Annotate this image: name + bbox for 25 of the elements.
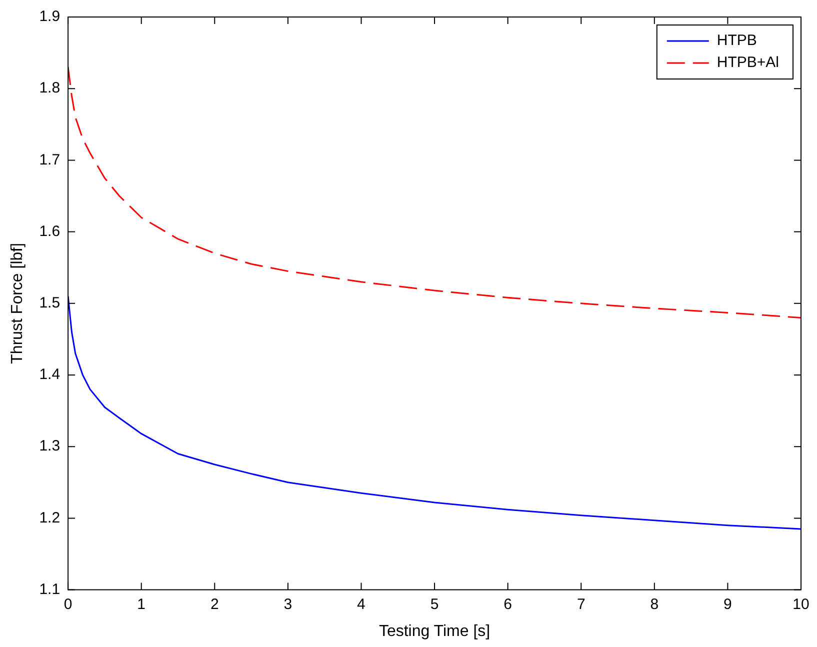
y-tick-label: 1.3 [39,438,60,455]
x-axis-title: Testing Time [s] [378,622,490,640]
legend-label: HTPB [716,32,757,50]
x-tick-label: 3 [284,596,292,613]
x-tick-label: 7 [576,596,586,613]
x-tick-label: 6 [504,596,512,613]
line-series [68,66,801,318]
x-tick-label: 5 [430,596,439,613]
y-tick-label: 1.2 [39,509,60,526]
y-tick-label: 1.6 [39,222,60,240]
y-tick-label: 1.8 [39,80,60,97]
legend-label: HTPB+Al [716,54,780,72]
x-tick-label: 1 [137,596,146,613]
y-tick-label: 1.1 [39,580,60,598]
y-tick-label: 1.9 [39,8,60,26]
x-tick-label: 4 [357,596,366,613]
x-tick-label: 2 [210,596,219,613]
x-tick-label: 0 [64,596,72,613]
x-tick-label: 10 [792,596,810,613]
y-axis-title: Thrust Force [lbf] [9,242,26,364]
y-tick-label: 1.7 [39,151,60,168]
x-tick-label: 9 [724,596,732,613]
y-tick-label: 1.5 [39,294,60,312]
y-tick-label: 1.4 [39,366,60,384]
x-tick-label: 8 [650,596,659,613]
